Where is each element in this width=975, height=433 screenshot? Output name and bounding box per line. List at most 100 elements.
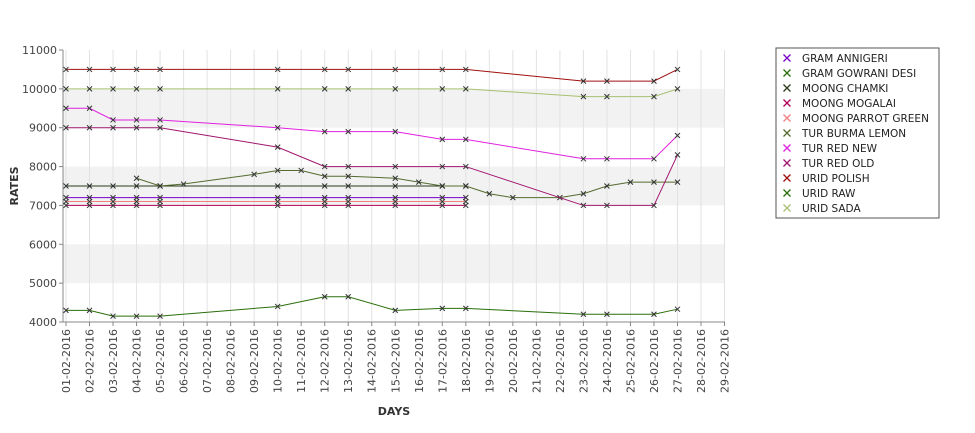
legend-label: URID SADA	[802, 203, 861, 215]
x-tick-label: 17-02-2016	[436, 329, 449, 393]
legend-label: MOONG CHAMKI	[802, 83, 888, 95]
series	[63, 105, 681, 162]
legend-marker	[783, 69, 791, 77]
data-point	[110, 198, 116, 205]
x-tick-label: 06-02-2016	[178, 329, 191, 393]
x-tick-label: 10-02-2016	[272, 329, 285, 393]
data-point	[157, 198, 163, 205]
data-point	[86, 66, 93, 73]
data-point	[392, 307, 399, 314]
data-point	[274, 124, 281, 131]
data-point	[110, 117, 116, 123]
legend-box	[775, 47, 940, 219]
data-point	[157, 66, 163, 73]
data-point	[345, 128, 352, 135]
data-point	[274, 66, 281, 73]
data-point	[321, 128, 328, 135]
legend: GRAM ANNIGERI GRAM GOWRANI DESI MOONG CHAM…	[775, 47, 940, 219]
data-point	[110, 313, 116, 320]
legend-marker	[783, 189, 791, 197]
data-point	[321, 66, 328, 73]
data-point	[509, 194, 516, 201]
data-point	[604, 155, 610, 162]
y-tick-label: 6000	[29, 238, 57, 251]
x-tick-label: 29-02-2016	[719, 329, 732, 393]
data-point	[392, 198, 399, 205]
series	[63, 293, 681, 320]
data-point	[133, 117, 140, 123]
y-tick-label: 9000	[29, 122, 57, 135]
legend-label: GRAM ANNIGERI	[802, 53, 888, 65]
data-point	[392, 86, 399, 92]
data-point	[462, 183, 469, 189]
data-point	[345, 198, 352, 205]
data-point	[462, 163, 469, 170]
data-point	[274, 86, 281, 92]
x-tick-label: 01-02-2016	[60, 329, 73, 393]
data-point	[580, 78, 587, 84]
y-tick-label: 10000	[22, 83, 57, 96]
data-point	[63, 183, 69, 189]
data-point	[345, 183, 352, 189]
series	[133, 167, 681, 201]
data-point	[651, 93, 657, 100]
y-tick-label: 4000	[29, 316, 57, 329]
data-point	[157, 313, 163, 320]
data-point	[604, 311, 610, 318]
legend-label: TUR RED OLD	[801, 158, 874, 170]
data-point	[651, 179, 657, 185]
data-point	[86, 198, 93, 205]
x-tick-label: 24-02-2016	[601, 329, 614, 393]
data-point	[674, 152, 681, 158]
data-point	[580, 190, 587, 197]
data-point	[274, 198, 281, 205]
data-point	[486, 190, 493, 197]
data-point	[415, 179, 422, 185]
data-point	[86, 86, 93, 92]
x-tick-label: 09-02-2016	[248, 329, 261, 393]
data-point	[674, 132, 681, 139]
data-point	[580, 202, 587, 209]
x-tick-label: 13-02-2016	[342, 329, 355, 393]
data-point	[345, 163, 352, 170]
data-point	[674, 66, 681, 73]
data-point	[274, 144, 281, 150]
data-point	[86, 183, 93, 189]
legend-marker	[783, 159, 791, 167]
data-point	[63, 66, 69, 73]
legend-label: MOONG MOGALAI	[802, 98, 896, 110]
data-point	[439, 183, 446, 189]
data-point	[274, 303, 281, 310]
data-point	[627, 179, 634, 185]
data-point	[392, 128, 399, 135]
data-point	[110, 183, 116, 189]
legend-label: MOONG PARROT GREEN	[802, 113, 929, 125]
legend-marker	[783, 54, 791, 62]
data-point	[674, 86, 681, 92]
legend-label: URID RAW	[802, 188, 856, 200]
data-point	[392, 66, 399, 73]
data-point	[110, 86, 116, 92]
data-point	[651, 311, 657, 318]
series	[63, 124, 681, 209]
y-tick-label: 8000	[29, 161, 57, 174]
data-point	[674, 306, 681, 313]
data-point	[110, 66, 116, 73]
series	[63, 86, 681, 100]
data-point	[439, 198, 446, 205]
data-point	[321, 163, 328, 170]
data-point	[321, 183, 328, 189]
x-tick-label: 25-02-2016	[624, 329, 637, 393]
data-point	[462, 86, 469, 92]
x-tick-label: 27-02-2016	[671, 329, 684, 393]
data-point	[345, 173, 352, 180]
data-point	[110, 124, 116, 131]
x-tick-label: 12-02-2016	[319, 329, 332, 393]
data-point	[133, 124, 140, 131]
x-tick-label: 19-02-2016	[483, 329, 496, 393]
data-point	[580, 311, 587, 318]
data-point	[651, 155, 657, 162]
x-tick-label: 26-02-2016	[648, 329, 661, 393]
legend-marker	[783, 174, 791, 182]
data-point	[133, 183, 140, 189]
